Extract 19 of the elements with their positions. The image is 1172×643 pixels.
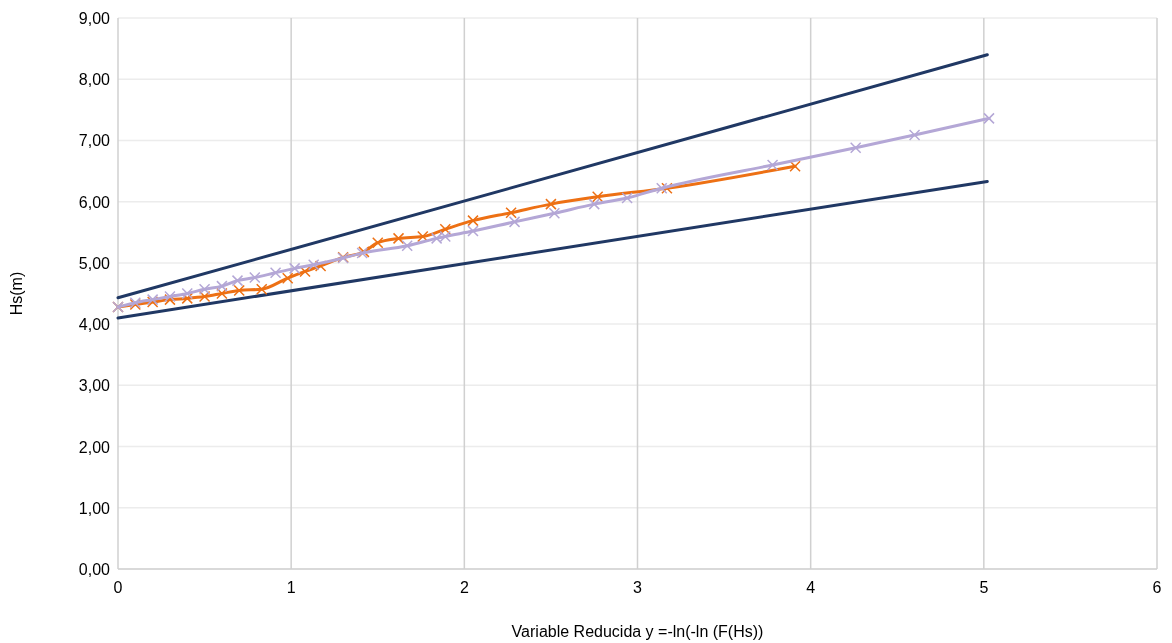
y-tick-label: 9,00 — [78, 10, 111, 27]
x-tick-label: 0 — [113, 579, 123, 596]
x-tick-label: 4 — [806, 579, 816, 596]
y-tick-label: 1,00 — [78, 499, 111, 517]
y-tick-label: 5,00 — [78, 254, 111, 272]
y-tick-label: 7,00 — [78, 132, 111, 150]
y-tick-label: 2,00 — [78, 438, 111, 456]
y-tick-label: 6,00 — [78, 193, 111, 211]
x-tick-label: 5 — [979, 579, 989, 596]
x-tick-label: 1 — [286, 579, 296, 596]
y-tick-label: 8,00 — [78, 71, 111, 89]
x-tick-label: 2 — [459, 579, 469, 596]
y-tick-label: 4,00 — [78, 316, 111, 334]
x-tick-label: 6 — [1152, 579, 1162, 596]
y-tick-label: 3,00 — [78, 377, 111, 395]
x-tick-label: 3 — [633, 579, 643, 596]
y-axis-title: Hs(m) — [8, 271, 25, 316]
y-tick-label: 0,00 — [78, 561, 111, 578]
x-axis-title: Variable Reducida y =-ln(-ln (F(Hs)) — [511, 623, 764, 640]
